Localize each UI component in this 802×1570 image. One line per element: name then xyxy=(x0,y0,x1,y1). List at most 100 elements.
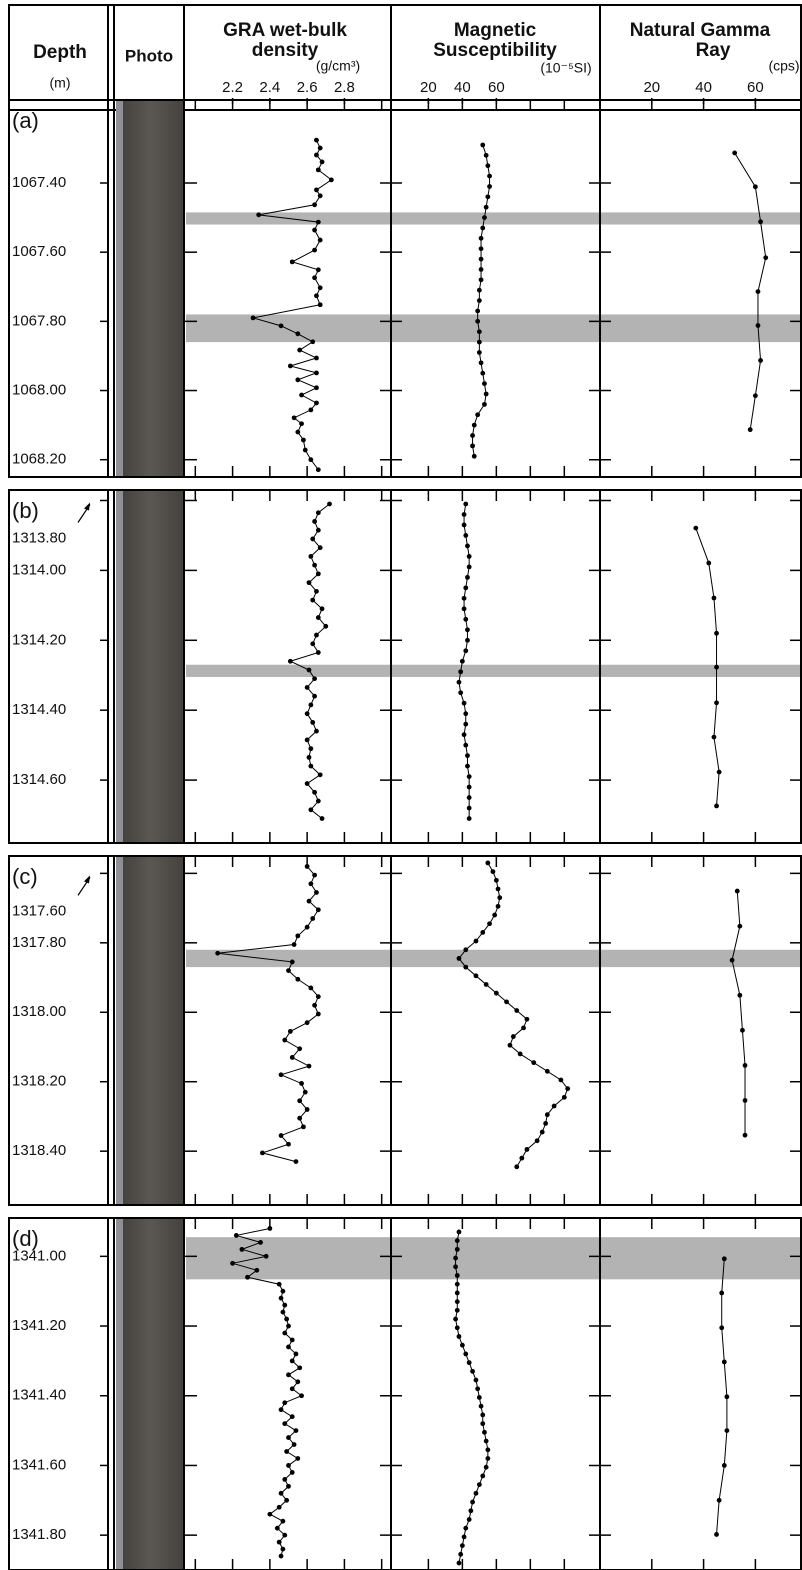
highlight-band xyxy=(186,950,802,967)
data-point xyxy=(535,1138,540,1143)
data-point xyxy=(282,1533,287,1538)
data-point xyxy=(484,1465,489,1470)
data-point xyxy=(282,1477,287,1482)
data-point xyxy=(455,1238,460,1243)
data-point xyxy=(314,385,319,390)
data-point xyxy=(318,238,323,243)
data-point xyxy=(260,1151,265,1156)
data-point xyxy=(491,869,496,874)
data-point xyxy=(462,1534,467,1539)
data-point xyxy=(316,267,321,272)
data-point xyxy=(297,1365,302,1370)
data-point xyxy=(307,668,312,673)
data-point xyxy=(545,1112,550,1117)
data-point xyxy=(519,1156,524,1161)
data-point xyxy=(743,1133,748,1138)
data-point xyxy=(504,999,509,1004)
data-point xyxy=(301,1124,306,1129)
data-point xyxy=(314,370,319,375)
data-point xyxy=(462,523,467,528)
data-point xyxy=(316,571,321,576)
data-point xyxy=(467,795,472,800)
core-scale xyxy=(116,490,123,843)
data-point xyxy=(714,665,719,670)
data-point xyxy=(312,519,317,524)
core-photo xyxy=(116,856,184,1205)
highlight-band xyxy=(186,314,802,342)
data-point xyxy=(320,606,325,611)
data-point xyxy=(737,993,742,998)
data-point xyxy=(282,1331,287,1336)
data-point xyxy=(724,1394,729,1399)
data-point xyxy=(314,401,319,406)
data-point xyxy=(286,1142,291,1147)
data-point xyxy=(305,925,310,930)
data-point xyxy=(479,360,484,365)
data-point xyxy=(303,1090,308,1095)
data-point xyxy=(308,764,313,769)
data-point xyxy=(455,1291,460,1296)
data-point xyxy=(477,1482,482,1487)
data-line xyxy=(290,504,329,819)
data-point xyxy=(316,994,321,999)
data-point xyxy=(518,1052,523,1057)
data-point xyxy=(290,1470,295,1475)
data-point xyxy=(484,982,489,987)
data-point xyxy=(318,545,323,550)
data-point xyxy=(465,753,470,758)
data-point xyxy=(477,288,482,293)
depth-title: Depth xyxy=(33,42,87,63)
data-point xyxy=(487,184,492,189)
data-point xyxy=(714,1532,719,1537)
data-point xyxy=(722,1256,727,1261)
data-point xyxy=(475,412,480,417)
data-point xyxy=(465,764,470,769)
data-point xyxy=(457,680,462,685)
data-point xyxy=(463,502,468,507)
data-point xyxy=(460,659,465,664)
data-point xyxy=(468,1508,473,1513)
data-point xyxy=(484,205,489,210)
data-point xyxy=(290,1386,295,1391)
highlight-band xyxy=(186,212,802,224)
track-title: Ray xyxy=(696,40,731,61)
data-point xyxy=(496,904,501,909)
data-point xyxy=(329,177,334,182)
data-point xyxy=(455,1308,460,1313)
x-tick-label: 60 xyxy=(488,79,505,96)
data-point xyxy=(511,1034,516,1039)
data-point xyxy=(463,947,468,952)
data-point xyxy=(458,1552,463,1557)
data-line xyxy=(456,1232,488,1563)
data-point xyxy=(316,907,321,912)
data-point xyxy=(463,743,468,748)
track-title: Natural Gamma xyxy=(630,20,771,41)
panel-label: (b) xyxy=(12,498,39,523)
data-point xyxy=(480,1421,485,1426)
data-point xyxy=(286,1435,291,1440)
data-point xyxy=(286,1484,291,1489)
data-point xyxy=(465,638,470,643)
y-tick-label: 1067.40 xyxy=(12,174,66,191)
y-tick-label: 1317.60 xyxy=(12,902,66,919)
data-point xyxy=(318,285,323,290)
y-tick-label: 1341.40 xyxy=(12,1387,66,1404)
core-scale xyxy=(116,1218,123,1570)
data-point xyxy=(295,1379,300,1384)
data-point xyxy=(463,533,468,538)
data-point xyxy=(463,965,468,970)
data-point xyxy=(254,1268,259,1273)
data-point xyxy=(305,711,310,716)
data-point xyxy=(514,1164,519,1169)
data-point xyxy=(735,889,740,894)
data-point xyxy=(477,1395,482,1400)
data-point xyxy=(712,596,717,601)
data-point xyxy=(282,1303,287,1308)
data-point xyxy=(458,669,463,674)
data-point xyxy=(748,427,753,432)
data-point xyxy=(295,430,300,435)
data-point xyxy=(722,1463,727,1468)
data-point xyxy=(277,1282,282,1287)
data-point xyxy=(480,930,485,935)
x-tick-label: 60 xyxy=(747,79,764,96)
